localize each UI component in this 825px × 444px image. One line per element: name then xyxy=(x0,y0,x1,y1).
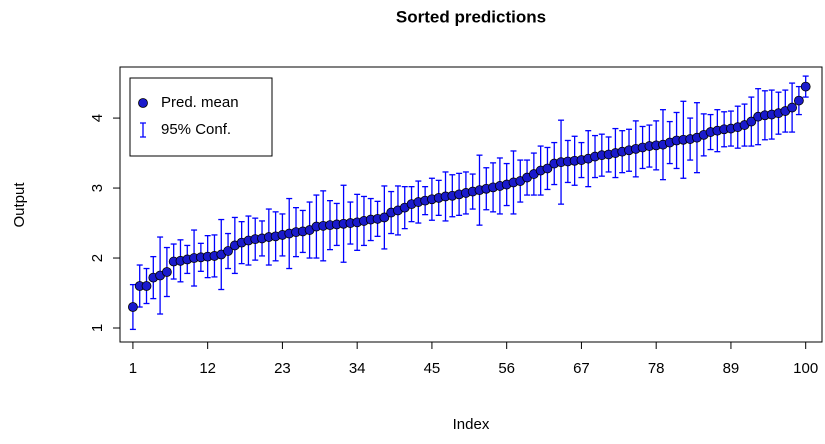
x-tick-label: 78 xyxy=(648,360,665,377)
y-tick-label: 4 xyxy=(89,114,106,122)
x-tick-label: 12 xyxy=(199,360,216,377)
point xyxy=(800,81,811,92)
x-tick-label: 100 xyxy=(793,360,818,377)
point xyxy=(223,246,233,256)
point xyxy=(746,116,757,127)
x-tick-label: 23 xyxy=(274,360,291,377)
y-axis-label: Output xyxy=(11,182,28,228)
legend-marker xyxy=(140,122,146,138)
plot-frame xyxy=(119,66,823,343)
point xyxy=(128,302,138,312)
x-tick-label: 1 xyxy=(129,360,137,377)
y-tick-label: 3 xyxy=(89,184,106,192)
x-tick-label: 34 xyxy=(349,360,366,377)
x-tick-label: 56 xyxy=(498,360,515,377)
point xyxy=(793,95,804,106)
point xyxy=(161,267,172,277)
point xyxy=(141,281,152,291)
x-tick-label: 45 xyxy=(424,360,441,377)
point xyxy=(542,163,553,174)
y-tick-label: 1 xyxy=(89,324,106,332)
x-axis-label: Index xyxy=(453,416,490,433)
legend-label: Pred. mean xyxy=(161,94,239,111)
chart-title: Sorted predictions xyxy=(396,7,546,26)
x-tick-label: 67 xyxy=(573,360,590,377)
y-tick-label: 2 xyxy=(89,254,106,262)
point xyxy=(787,102,797,113)
point xyxy=(379,212,390,223)
legend-label: 95% Conf. xyxy=(161,121,231,138)
x-tick-label: 89 xyxy=(723,360,740,377)
legend-marker xyxy=(138,98,148,108)
legend-box xyxy=(129,77,273,157)
